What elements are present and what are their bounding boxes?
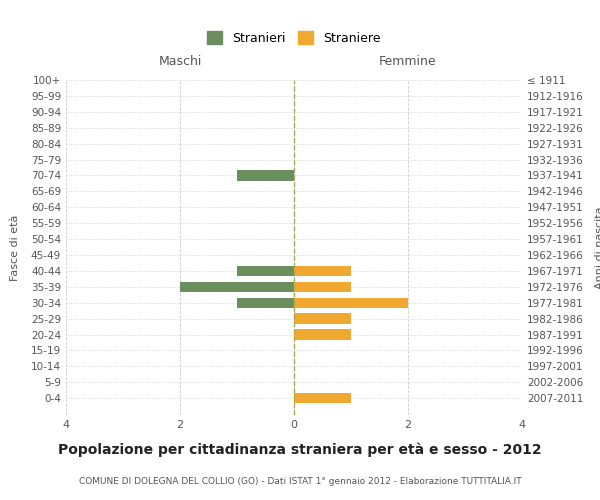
Bar <box>237 298 294 308</box>
Y-axis label: Fasce di età: Fasce di età <box>10 214 20 280</box>
Bar <box>237 170 294 180</box>
Legend: Stranieri, Straniere: Stranieri, Straniere <box>202 26 386 50</box>
Bar <box>180 282 294 292</box>
Bar <box>237 266 294 276</box>
Bar <box>294 266 351 276</box>
Text: COMUNE DI DOLEGNA DEL COLLIO (GO) - Dati ISTAT 1° gennaio 2012 - Elaborazione TU: COMUNE DI DOLEGNA DEL COLLIO (GO) - Dati… <box>79 478 521 486</box>
Text: Femmine: Femmine <box>379 56 437 68</box>
Bar <box>294 314 351 324</box>
Bar <box>294 298 408 308</box>
Bar <box>294 330 351 340</box>
Y-axis label: Anni di nascita: Anni di nascita <box>595 206 600 289</box>
Bar <box>294 282 351 292</box>
Text: Maschi: Maschi <box>158 56 202 68</box>
Text: Popolazione per cittadinanza straniera per età e sesso - 2012: Popolazione per cittadinanza straniera p… <box>58 442 542 457</box>
Bar <box>294 393 351 404</box>
